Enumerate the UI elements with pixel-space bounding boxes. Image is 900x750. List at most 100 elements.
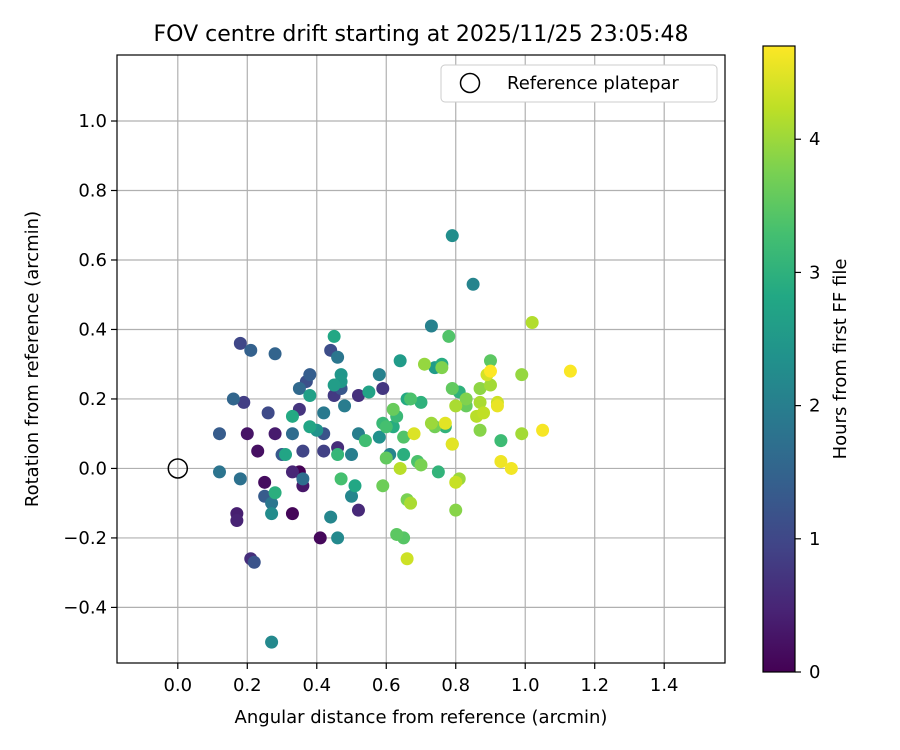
data-point [334, 472, 348, 486]
x-axis: 0.0 0.2 0.4 0.6 0.8 1.0 1.2 1.4 [163, 663, 679, 696]
data-point [449, 503, 463, 517]
x-tick-label: 1.0 [511, 675, 540, 696]
data-point [212, 465, 226, 479]
data-point [348, 479, 362, 493]
colorbar-gradient [762, 45, 796, 673]
data-point [345, 448, 359, 462]
chart-title: FOV centre drift starting at 2025/11/25 … [154, 22, 689, 47]
data-point [351, 388, 365, 402]
x-tick-label: 0.8 [441, 675, 470, 696]
data-point [331, 531, 345, 545]
data-point [226, 392, 240, 406]
x-tick-label: 1.4 [650, 675, 679, 696]
data-point [324, 510, 338, 524]
y-axis-label: Rotation from reference (arcmin) [22, 211, 43, 507]
data-point [331, 350, 345, 364]
data-point [404, 496, 418, 510]
data-point [265, 635, 279, 649]
data-point [296, 472, 310, 486]
data-point [435, 361, 449, 375]
data-point [397, 430, 411, 444]
data-point [265, 496, 279, 510]
data-point [258, 475, 272, 489]
legend: Reference platepar [440, 64, 718, 103]
y-tick-label: 0.0 [78, 458, 107, 479]
data-point [261, 406, 275, 420]
data-point [372, 368, 386, 382]
x-tick-label: 0.0 [163, 675, 192, 696]
colorbar-tick-label: 2 [809, 396, 820, 417]
data-point [313, 531, 327, 545]
data-point [504, 461, 518, 475]
data-point [362, 385, 376, 399]
data-point [407, 427, 421, 441]
data-point [251, 444, 265, 458]
plot-frame [116, 54, 726, 664]
colorbar-tick-label: 0 [809, 662, 820, 683]
data-point [563, 364, 577, 378]
data-point [490, 399, 504, 413]
data-point [445, 437, 459, 451]
y-tick-label: 0.6 [78, 250, 107, 271]
x-axis-label: Angular distance from reference (arcmin) [235, 707, 608, 728]
data-point [317, 444, 331, 458]
colorbar-tick-label: 3 [809, 262, 820, 283]
data-point [473, 382, 487, 396]
data-point [442, 329, 456, 343]
y-tick-label: −0.4 [63, 597, 107, 618]
data-point [327, 329, 341, 343]
data-point [393, 354, 407, 368]
data-point [515, 427, 529, 441]
x-tick-label: 1.2 [580, 675, 609, 696]
data-point [417, 357, 431, 371]
colorbar-ticks: 0 1 2 3 4 [795, 129, 820, 683]
reference-platepar-marker [167, 458, 189, 479]
data-point [327, 378, 341, 392]
data-point [268, 427, 282, 441]
data-point [268, 347, 282, 361]
data-point [445, 229, 459, 243]
data-point [445, 382, 459, 396]
y-tick-label: 0.2 [78, 389, 107, 410]
data-point [525, 316, 539, 330]
data-point [390, 527, 404, 541]
data-point [285, 427, 299, 441]
data-point [233, 472, 247, 486]
data-point [414, 458, 428, 472]
data-point [449, 475, 463, 489]
data-point [424, 319, 438, 333]
colorbar: 0 1 2 3 4 Hours from first FF file [762, 45, 851, 683]
data-point [438, 416, 452, 430]
data-point [317, 406, 331, 420]
data-point [483, 364, 497, 378]
data-point [473, 395, 487, 409]
data-point [268, 486, 282, 500]
data-point [303, 388, 317, 402]
x-tick-label: 0.2 [233, 675, 262, 696]
data-point [244, 343, 258, 357]
x-tick-label: 0.4 [302, 675, 331, 696]
data-point [240, 427, 254, 441]
data-point [351, 503, 365, 517]
legend-box [440, 64, 718, 103]
data-point [247, 555, 261, 569]
data-point [358, 434, 372, 448]
x-tick-label: 0.6 [372, 675, 401, 696]
data-point [376, 382, 390, 396]
data-point [393, 461, 407, 475]
data-point [233, 336, 247, 350]
data-point [386, 402, 400, 416]
data-point [494, 434, 508, 448]
y-tick-label: −0.2 [63, 528, 107, 549]
data-point [431, 465, 445, 479]
colorbar-tick-label: 4 [809, 129, 820, 150]
data-point [230, 514, 244, 528]
data-point [449, 399, 463, 413]
data-point [379, 420, 393, 434]
data-point [404, 392, 418, 406]
y-tick-label: 0.8 [78, 180, 107, 201]
data-point [237, 395, 251, 409]
data-point [338, 399, 352, 413]
data-point [345, 489, 359, 503]
